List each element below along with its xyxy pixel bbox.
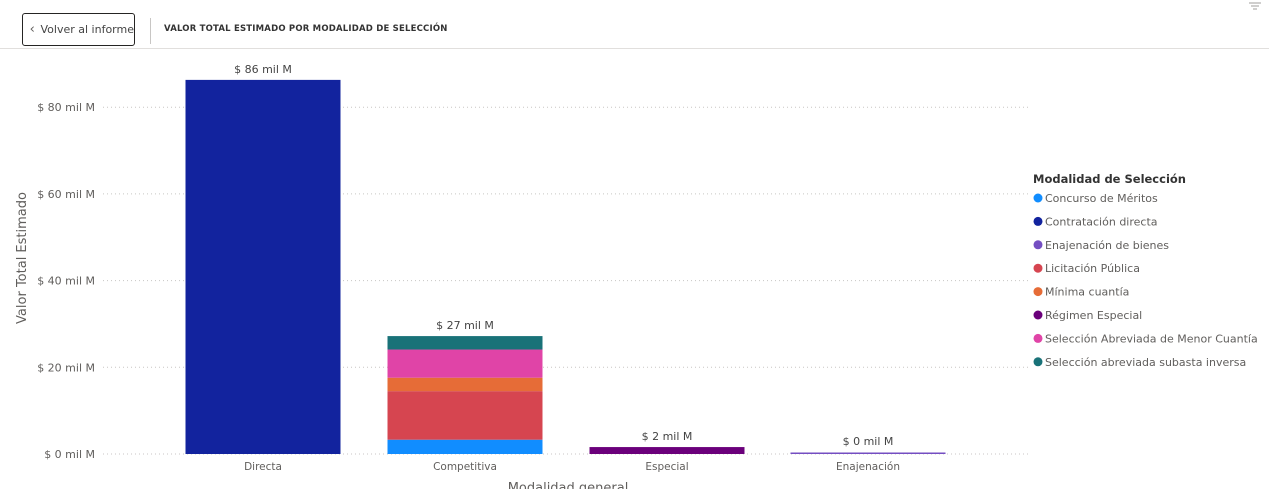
legend-marker	[1033, 310, 1043, 320]
y-tick-label: $ 80 mil M	[37, 101, 95, 114]
x-axis: Directa Competitiva Especial Enajenación	[244, 461, 900, 473]
legend: Modalidad de Selección Concurso de Mérito…	[1033, 172, 1258, 369]
legend-item[interactable]: Enajenación de bienes	[1033, 239, 1170, 252]
x-tick-label: Enajenación	[836, 461, 900, 473]
y-tick-label: $ 20 mil M	[37, 361, 95, 374]
legend-item[interactable]: Contratación directa	[1033, 215, 1158, 228]
legend-label: Licitación Pública	[1045, 262, 1140, 275]
bar-segment[interactable]	[387, 336, 543, 350]
y-tick-label: $ 60 mil M	[37, 188, 95, 201]
y-axis: $ 0 mil M $ 20 mil M $ 40 mil M $ 60 mil M $…	[37, 101, 95, 461]
x-tick-label: Directa	[244, 461, 282, 473]
legend-marker	[1033, 357, 1043, 367]
legend-label: Selección abreviada subasta inversa	[1045, 356, 1246, 369]
y-tick-label: $ 0 mil M	[44, 448, 95, 461]
bar-segment[interactable]	[387, 349, 543, 378]
total-data-label: $ 27 mil M	[436, 319, 494, 332]
legend-label: Régimen Especial	[1045, 309, 1142, 322]
legend-marker	[1033, 216, 1043, 226]
legend-marker	[1033, 240, 1043, 250]
y-axis-title: Valor Total Estimado	[15, 192, 30, 324]
legend-marker	[1033, 193, 1043, 203]
legend-item[interactable]: Selección Abreviada de Menor Cuantía	[1033, 332, 1258, 345]
x-axis-title: Modalidad general	[508, 481, 629, 489]
y-tick-label: $ 40 mil M	[37, 275, 95, 288]
legend-item[interactable]: Selección abreviada subasta inversa	[1033, 356, 1247, 369]
legend-label: Enajenación de bienes	[1045, 239, 1169, 252]
legend-title: Modalidad de Selección	[1033, 172, 1186, 186]
legend-label: Concurso de Méritos	[1045, 192, 1158, 205]
legend-item[interactable]: Mínima cuantía	[1033, 286, 1130, 299]
legend-label: Contratación directa	[1045, 215, 1158, 228]
legend-label: Mínima cuantía	[1045, 286, 1129, 299]
total-data-label: $ 2 mil M	[642, 430, 693, 443]
legend-marker	[1033, 333, 1043, 343]
filter-icon[interactable]	[1248, 1, 1262, 11]
visual-title: VALOR TOTAL ESTIMADO POR MODALIDAD DE SE…	[164, 24, 448, 34]
data-labels: $ 86 mil M $ 27 mil M $ 2 mil M $ 0 mil M	[234, 63, 893, 448]
x-tick-label: Especial	[645, 461, 688, 473]
legend-item[interactable]: Concurso de Méritos	[1033, 192, 1159, 205]
x-tick-label: Competitiva	[433, 461, 497, 473]
bar-segment[interactable]	[790, 452, 946, 455]
header-divider	[150, 18, 151, 44]
legend-item[interactable]: Licitación Pública	[1033, 262, 1140, 275]
bars	[185, 79, 946, 455]
total-data-label: $ 0 mil M	[843, 435, 894, 448]
total-data-label: $ 86 mil M	[234, 63, 292, 76]
bar-segment[interactable]	[589, 447, 745, 454]
legend-marker	[1033, 263, 1043, 273]
bar-segment[interactable]	[387, 377, 543, 392]
bar-segment[interactable]	[387, 391, 543, 440]
legend-label: Selección Abreviada de Menor Cuantía	[1045, 332, 1258, 345]
back-to-report-button[interactable]: ‹ Volver al informe	[22, 13, 135, 46]
bar-segment[interactable]	[387, 439, 543, 454]
legend-item[interactable]: Régimen Especial	[1033, 309, 1143, 322]
back-button-label: Volver al informe	[40, 23, 135, 36]
bar-segment[interactable]	[185, 79, 341, 455]
chevron-left-icon: ‹	[29, 22, 35, 37]
report-header: ‹ Volver al informe VALOR TOTAL ESTIMADO…	[0, 0, 1269, 48]
visual-border	[0, 48, 1269, 49]
legend-marker	[1033, 287, 1043, 297]
